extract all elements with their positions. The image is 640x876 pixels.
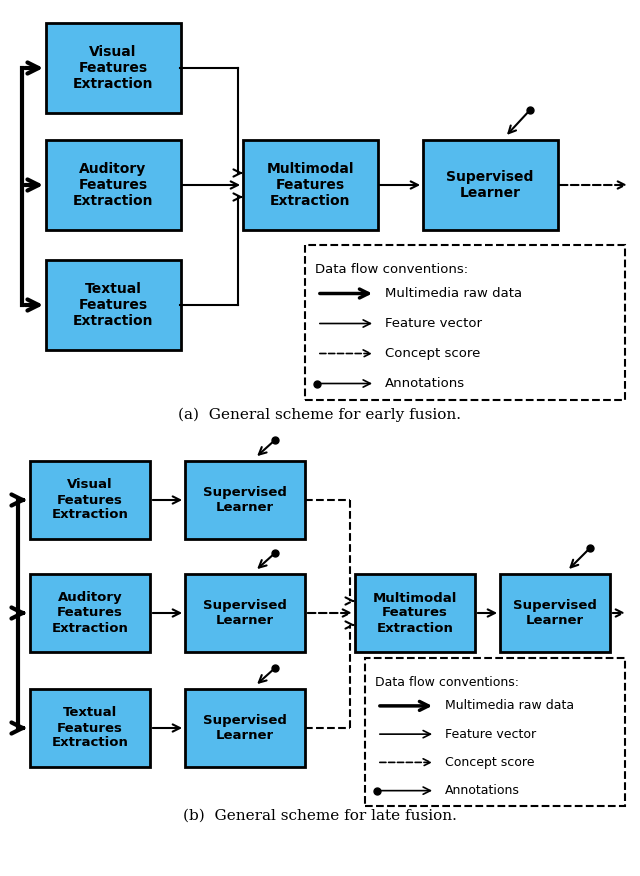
- FancyBboxPatch shape: [422, 140, 557, 230]
- FancyBboxPatch shape: [30, 461, 150, 539]
- Text: Supervised
Learner: Supervised Learner: [513, 599, 597, 627]
- Text: Supervised
Learner: Supervised Learner: [203, 486, 287, 514]
- Text: Supervised
Learner: Supervised Learner: [203, 599, 287, 627]
- FancyBboxPatch shape: [305, 245, 625, 400]
- Text: Annotations: Annotations: [385, 377, 465, 390]
- Text: Auditory
Features
Extraction: Auditory Features Extraction: [73, 162, 153, 208]
- Text: Auditory
Features
Extraction: Auditory Features Extraction: [52, 591, 129, 634]
- FancyBboxPatch shape: [355, 574, 475, 652]
- Text: (a)  General scheme for early fusion.: (a) General scheme for early fusion.: [179, 408, 461, 422]
- Text: Visual
Features
Extraction: Visual Features Extraction: [73, 45, 153, 91]
- FancyBboxPatch shape: [365, 658, 625, 806]
- Text: Textual
Features
Extraction: Textual Features Extraction: [52, 707, 129, 750]
- Text: Data flow conventions:: Data flow conventions:: [375, 676, 519, 689]
- Text: Multimedia raw data: Multimedia raw data: [445, 699, 574, 712]
- FancyBboxPatch shape: [45, 23, 180, 113]
- FancyBboxPatch shape: [45, 140, 180, 230]
- Text: Feature vector: Feature vector: [445, 728, 536, 740]
- Text: Multimodal
Features
Extraction: Multimodal Features Extraction: [266, 162, 354, 208]
- Text: Concept score: Concept score: [385, 347, 481, 360]
- Text: Concept score: Concept score: [445, 756, 534, 769]
- FancyBboxPatch shape: [30, 689, 150, 767]
- FancyBboxPatch shape: [243, 140, 378, 230]
- FancyBboxPatch shape: [500, 574, 610, 652]
- Text: Textual
Features
Extraction: Textual Features Extraction: [73, 282, 153, 328]
- Text: Visual
Features
Extraction: Visual Features Extraction: [52, 478, 129, 521]
- Text: Supervised
Learner: Supervised Learner: [203, 714, 287, 742]
- Text: Feature vector: Feature vector: [385, 317, 482, 330]
- Text: Multimodal
Features
Extraction: Multimodal Features Extraction: [373, 591, 457, 634]
- Text: Multimedia raw data: Multimedia raw data: [385, 287, 522, 300]
- Text: Supervised
Learner: Supervised Learner: [446, 170, 534, 200]
- Text: Annotations: Annotations: [445, 784, 520, 797]
- FancyBboxPatch shape: [185, 574, 305, 652]
- FancyBboxPatch shape: [45, 260, 180, 350]
- Text: (b)  General scheme for late fusion.: (b) General scheme for late fusion.: [183, 809, 457, 823]
- FancyBboxPatch shape: [185, 461, 305, 539]
- FancyBboxPatch shape: [185, 689, 305, 767]
- FancyBboxPatch shape: [30, 574, 150, 652]
- Text: Data flow conventions:: Data flow conventions:: [315, 263, 468, 276]
